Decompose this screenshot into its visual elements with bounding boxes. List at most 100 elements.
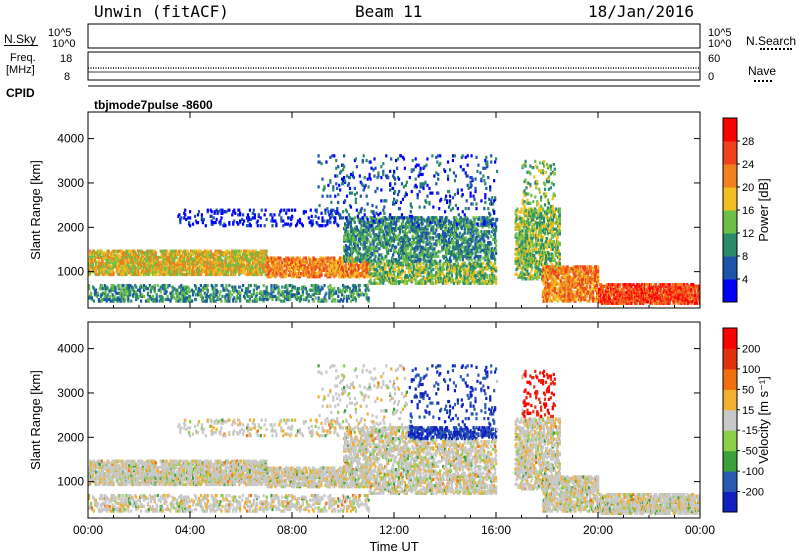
echo-cell (165, 271, 168, 275)
echo-cell (100, 249, 103, 253)
echo-cell (280, 264, 283, 268)
echo-cell (119, 293, 122, 297)
echo-cell (278, 261, 281, 265)
echo-cell (479, 254, 482, 259)
echo-cell (375, 281, 378, 285)
echo-cell (437, 225, 440, 229)
echo-cell (469, 231, 472, 235)
echo-cell (342, 288, 345, 292)
echo-cell (119, 255, 122, 259)
nsearch-dots (760, 48, 792, 50)
echo-cell (337, 299, 340, 303)
echo-cell (436, 264, 439, 268)
echo-cell (154, 251, 157, 255)
beam-title: Beam 11 (355, 2, 423, 21)
echo-cell (344, 264, 348, 268)
echo-cell (215, 283, 218, 288)
echo-cell (221, 294, 224, 299)
echo-cell (373, 239, 376, 243)
echo-cell (486, 266, 489, 270)
echo-cell (101, 272, 104, 277)
echo-cell (270, 275, 273, 279)
echo-cell (416, 220, 419, 224)
echo-cell (467, 258, 470, 262)
echo-cell (451, 278, 455, 282)
echo-cell (312, 299, 315, 303)
echo-cell (403, 236, 407, 240)
echo-cell (271, 297, 274, 302)
echo-cell (226, 293, 229, 297)
echo-cell (205, 293, 208, 297)
echo-cell (147, 297, 151, 302)
echo-cell (432, 236, 435, 240)
echo-cell (447, 273, 451, 278)
echo-cell (361, 273, 364, 277)
echo-cell (114, 297, 117, 302)
echo-cell (398, 256, 402, 260)
echo-cell (373, 267, 376, 271)
echo-cell (249, 283, 253, 288)
echo-cell (241, 288, 244, 292)
echo-cell (394, 222, 398, 226)
echo-cell (181, 272, 184, 277)
echo-cell (173, 258, 176, 263)
echo-cell (458, 280, 461, 284)
echo-cell (240, 249, 243, 253)
echo-cell (278, 297, 281, 302)
echo-cell (428, 259, 431, 263)
echo-cell (159, 285, 162, 289)
echo-cell (140, 293, 144, 297)
echo-cell (363, 240, 366, 245)
echo-cell (480, 222, 483, 226)
echo-cell (149, 285, 152, 289)
echo-cell (393, 239, 396, 243)
echo-cell (346, 225, 350, 229)
echo-cell (484, 272, 487, 276)
echo-cell (442, 281, 445, 285)
cpid-value: tbjmode7pulse -8600 (94, 98, 213, 112)
echo-cell (490, 277, 493, 281)
echo-cell (367, 239, 370, 243)
echo-cell (180, 249, 183, 253)
echo-cell (425, 240, 428, 245)
echo-cell (245, 254, 249, 258)
echo-cell (267, 291, 270, 295)
echo-cell (295, 297, 299, 302)
echo-cell (246, 257, 250, 261)
echo-cell (125, 283, 128, 288)
echo-cell (317, 285, 320, 289)
echo-cell (423, 277, 426, 281)
echo-cell (333, 287, 336, 291)
echo-cell (281, 285, 284, 289)
echo-cell (351, 296, 355, 300)
echo-cell (443, 234, 446, 238)
echo-cell (477, 234, 480, 238)
echo-cell (429, 245, 432, 249)
echo-cell (145, 269, 149, 273)
echo-cell (231, 293, 234, 297)
echo-cell (456, 226, 459, 231)
echo-cell (428, 272, 431, 276)
echo-cell (227, 269, 230, 273)
echo-cell (255, 291, 258, 295)
echo-cell (140, 269, 144, 273)
echo-cell (345, 297, 349, 302)
echo-cell (327, 273, 330, 277)
echo-cell (395, 261, 399, 265)
echo-cell (483, 250, 486, 254)
echo-cell (176, 288, 179, 292)
echo-cell (329, 283, 332, 288)
echo-cell (350, 275, 354, 279)
echo-cell (286, 273, 289, 277)
echo-cell (469, 263, 472, 267)
echo-cell (466, 217, 469, 221)
echo-cell (477, 281, 480, 285)
echo-cell (256, 251, 259, 255)
freq-tick-high: 18 (60, 53, 73, 65)
echo-cell (394, 250, 398, 254)
echo-cell (431, 263, 434, 267)
echo-cell (398, 280, 402, 284)
echo-cell (371, 251, 374, 256)
echo-cell (479, 237, 482, 242)
echo-cell (352, 242, 356, 246)
